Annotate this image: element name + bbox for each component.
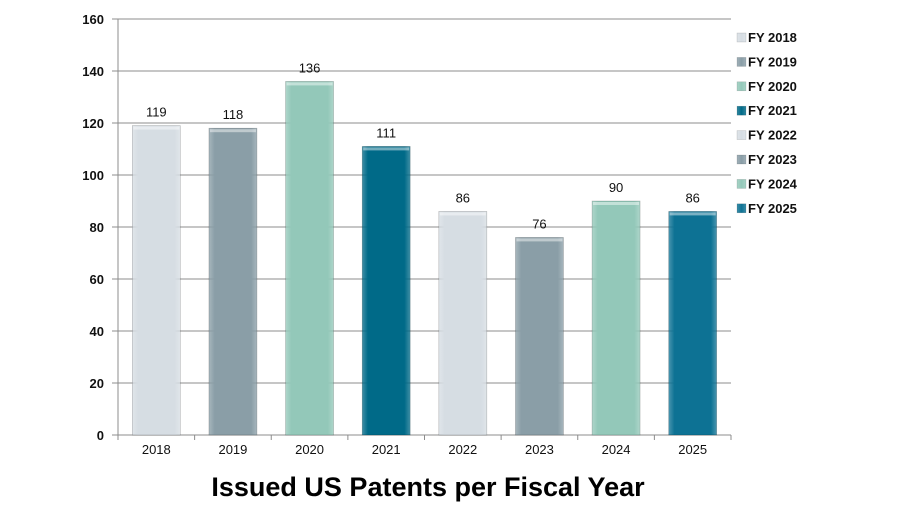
- legend: FY 2018 FY 2019 FY 2020 FY 2021 FY 2022 FY 20…: [736, 30, 798, 216]
- legend-swatch: [736, 81, 747, 92]
- legend-label: FY 2018: [748, 30, 797, 45]
- bar-top-highlight: [209, 129, 256, 133]
- bar-2018: [132, 125, 181, 436]
- legend-swatch: [736, 154, 747, 165]
- bar-top-highlight: [669, 212, 716, 216]
- data-label: 76: [532, 216, 546, 231]
- data-label: 86: [685, 190, 699, 205]
- x-tick-label: 2020: [295, 442, 324, 457]
- bar-top-highlight: [439, 212, 486, 216]
- bar-2025: [668, 211, 717, 436]
- data-label: 136: [299, 60, 321, 75]
- x-tick-label: 2024: [602, 442, 631, 457]
- x-tick-label: 2021: [372, 442, 401, 457]
- y-tick-label: 160: [82, 12, 104, 27]
- legend-swatch: [736, 203, 747, 214]
- bar-2024: [591, 200, 641, 436]
- legend-label: FY 2024: [748, 176, 798, 191]
- x-tick-label: 2019: [218, 442, 247, 457]
- y-tick-label: 60: [90, 272, 104, 287]
- data-label: 119: [146, 105, 167, 120]
- y-tick-label: 120: [82, 116, 104, 131]
- data-label: 118: [223, 107, 244, 122]
- legend-label: FY 2020: [748, 79, 797, 94]
- legend-label: FY 2022: [748, 128, 797, 143]
- y-tick-label: 100: [82, 168, 104, 183]
- legend-swatch: [736, 32, 747, 43]
- legend-label: FY 2019: [748, 54, 797, 69]
- y-tick-label: 20: [90, 376, 104, 391]
- data-label: 90: [609, 180, 623, 195]
- chart-title: Issued US Patents per Fiscal Year: [211, 472, 645, 502]
- legend-label: FY 2023: [748, 152, 797, 167]
- bar-2023: [515, 237, 564, 436]
- legend-swatch: [736, 130, 747, 140]
- legend-swatch: [736, 179, 747, 189]
- bars: [132, 81, 717, 436]
- bar-top-highlight: [593, 202, 640, 205]
- x-tick-label: 2018: [142, 442, 171, 457]
- legend-swatch: [736, 57, 747, 67]
- data-label: 86: [456, 190, 470, 205]
- y-tick-label: 0: [97, 428, 104, 443]
- bar-2021: [361, 146, 411, 436]
- bar-top-highlight: [286, 82, 333, 86]
- x-tick-label: 2023: [525, 442, 554, 457]
- bar-top-highlight: [133, 126, 180, 130]
- data-labels: 119 118 136 111 86 76 90 86: [146, 60, 700, 231]
- y-tick-label: 80: [90, 220, 104, 235]
- legend-swatch: [736, 105, 747, 116]
- x-tick-label: 2025: [678, 442, 707, 457]
- bar-2019: [208, 127, 258, 436]
- legend-label: FY 2021: [748, 103, 797, 118]
- legend-label: FY 2025: [748, 201, 797, 216]
- bar-2020: [285, 81, 334, 436]
- data-label: 111: [376, 125, 396, 140]
- y-tick-label: 40: [90, 324, 104, 339]
- axes: 0 20 40 60 80 100 120 140 160 2018 2019 2020 2021 202…: [82, 12, 732, 457]
- bar-top-highlight: [363, 147, 410, 151]
- x-tick-label: 2022: [448, 442, 477, 457]
- bar-2022: [438, 211, 488, 436]
- bar-top-highlight: [516, 238, 563, 242]
- y-tick-label: 140: [82, 64, 104, 79]
